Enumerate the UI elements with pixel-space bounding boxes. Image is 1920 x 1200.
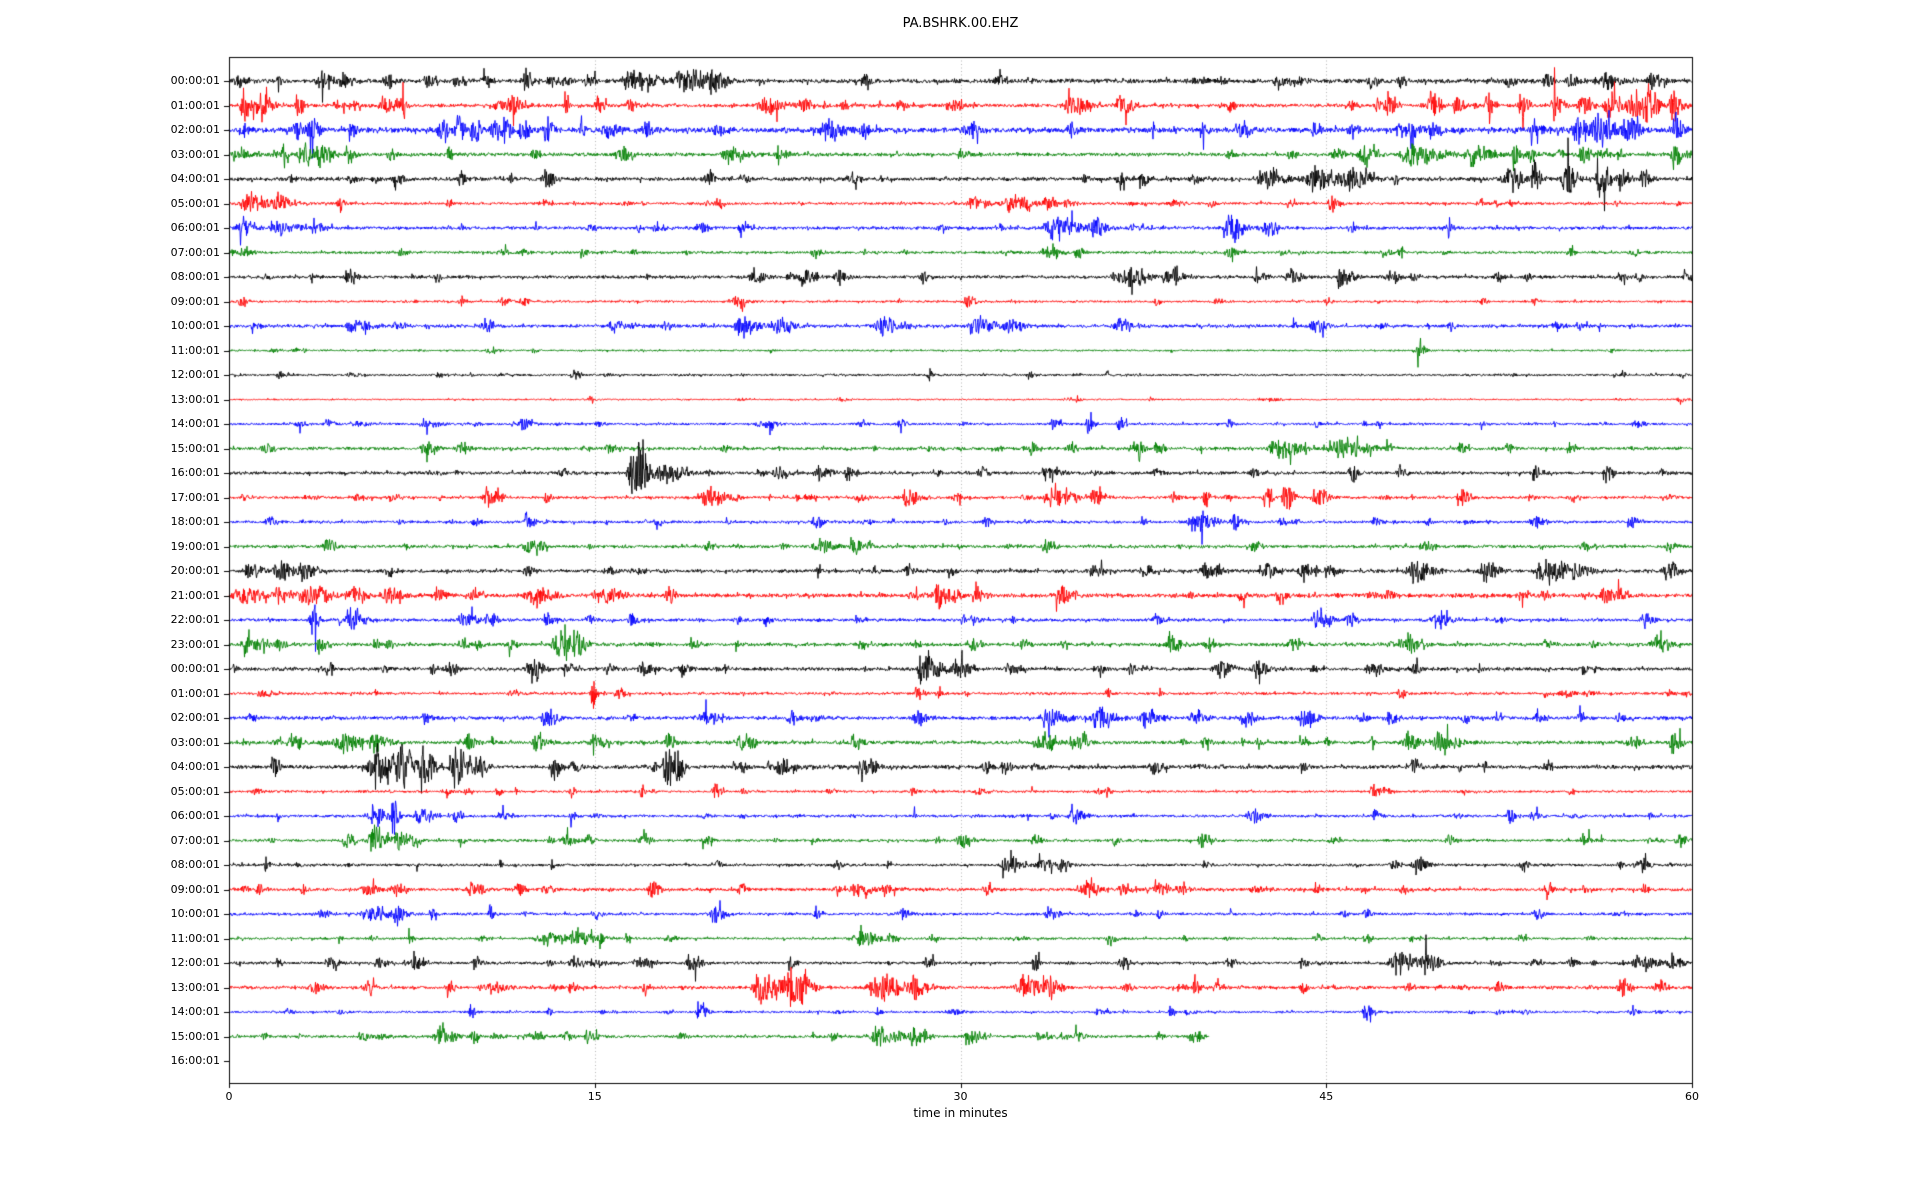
y-tick-label: 11:00:01 [170,931,220,945]
y-tick-label: 02:00:01 [170,711,220,724]
y-tick-label: 02:00:01 [170,123,220,136]
y-tick-label: 13:00:01 [170,392,220,406]
y-tick-label: 08:00:01 [170,858,220,871]
y-tick-label: 22:00:01 [170,613,220,626]
y-tick-label: 15:00:01 [170,1029,220,1043]
y-tick-label: 14:00:01 [170,417,220,430]
y-tick-label: 04:00:01 [170,172,220,185]
y-tick-label: 07:00:01 [170,833,220,847]
x-tick-label: 60 [1685,1090,1699,1103]
plot-title: PA.BSHRK.00.EHZ [902,16,1019,31]
y-tick-label: 14:00:01 [170,1005,220,1018]
y-tick-label: 19:00:01 [170,539,220,553]
y-tick-label: 09:00:01 [170,294,220,308]
y-tick-label: 20:00:01 [170,564,220,577]
y-tick-label: 09:00:01 [170,882,220,896]
y-tick-label: 17:00:01 [170,490,220,504]
y-tick-label: 18:00:01 [170,515,220,528]
y-tick-label: 00:00:01 [170,74,220,87]
y-tick-label: 05:00:01 [170,196,220,210]
x-tick-label: 30 [953,1090,968,1103]
y-tick-label: 07:00:01 [170,245,220,259]
y-tick-label: 15:00:01 [170,441,220,455]
x-axis-label: time in minutes [913,1106,1008,1120]
x-tick-label: 0 [225,1090,233,1103]
y-tick-label: 04:00:01 [170,760,220,773]
y-tick-label: 16:00:01 [170,466,220,479]
y-tick-label: 01:00:01 [170,686,220,700]
y-tick-label: 13:00:01 [170,980,220,994]
y-tick-label: 03:00:01 [170,147,220,161]
y-tick-label: 12:00:01 [170,368,220,381]
x-tick-label: 45 [1319,1090,1334,1103]
y-tick-label: 21:00:01 [170,588,220,602]
y-tick-label: 06:00:01 [170,809,220,822]
y-tick-label: 01:00:01 [170,98,220,112]
y-tick-label: 23:00:01 [170,637,220,651]
y-tick-label: 03:00:01 [170,735,220,749]
y-tick-label: 16:00:01 [170,1054,220,1067]
y-tick-label: 06:00:01 [170,221,220,234]
y-tick-label: 12:00:01 [170,956,220,969]
y-tick-label: 08:00:01 [170,270,220,283]
x-tick-label: 15 [587,1090,602,1103]
y-tick-label: 05:00:01 [170,784,220,798]
y-tick-label: 00:00:01 [170,662,220,675]
y-tick-label: 11:00:01 [170,343,220,357]
y-tick-label: 10:00:01 [170,907,220,920]
y-tick-label: 10:00:01 [170,319,220,332]
